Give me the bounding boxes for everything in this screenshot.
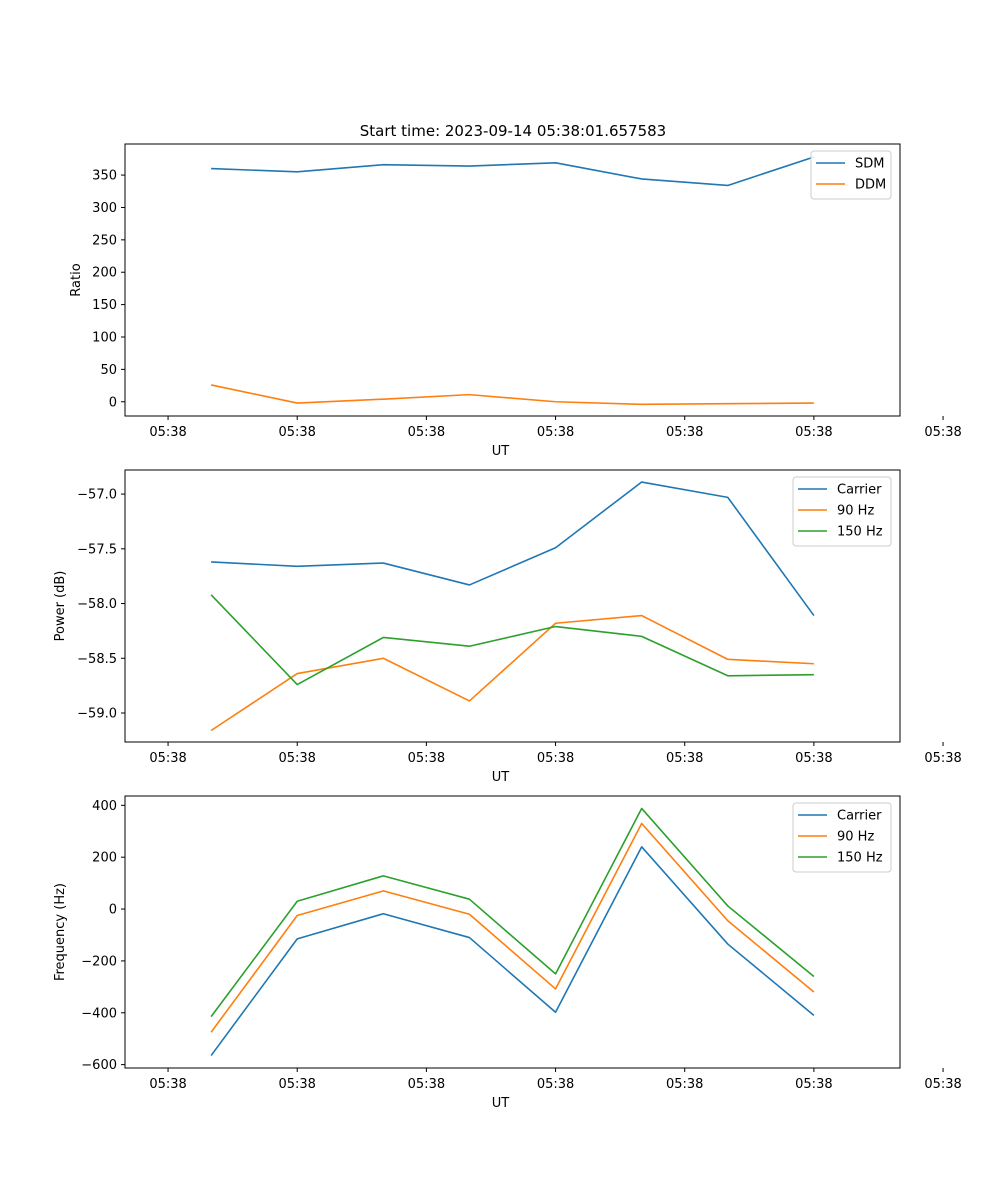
power-x-tick-label: 05:38 <box>666 751 703 766</box>
ratio-y-tick-label: 300 <box>92 201 117 216</box>
ratio-x-tick-label: 05:38 <box>278 425 315 440</box>
ratio-y-tick-label: 0 <box>109 395 117 410</box>
power-y-tick-label: −57.5 <box>77 542 117 557</box>
ratio-x-tick-label: 05:38 <box>149 425 186 440</box>
frequency-y-tick-label: 200 <box>92 851 117 866</box>
power-y-tick-label: −57.0 <box>77 488 117 503</box>
frequency-x-tick-label: 05:38 <box>408 1077 445 1092</box>
frequency-x-tick-label: 05:38 <box>278 1077 315 1092</box>
ratio-legend-label: SDM <box>855 157 884 172</box>
ratio-series-ddm-line <box>210 384 814 406</box>
power-legend: Carrier 90 Hz 150 Hz <box>792 476 892 547</box>
frequency-x-tick-label: 05:38 <box>537 1077 574 1092</box>
frequency-legend: Carrier 90 Hz 150 Hz <box>792 802 892 873</box>
power-x-axis-label: UT <box>492 770 510 785</box>
power-series-90-hz-line <box>210 614 814 732</box>
ratio-panel: 05:38 05:38 05:38 05:38 05:38 05:38 05:38 0 50 10… <box>69 143 962 459</box>
ratio-axes-frame <box>124 143 901 417</box>
frequency-x-tick-label: 05:38 <box>924 1077 961 1092</box>
frequency-series-carrier-line <box>210 846 815 1057</box>
power-panel: 05:38 05:38 05:38 05:38 05:38 05:38 05:38 −59.0… <box>53 469 962 785</box>
power-x-tick-label: 05:38 <box>149 751 186 766</box>
frequency-x-axis-label: UT <box>492 1096 510 1111</box>
frequency-x-tick-label: 05:38 <box>666 1077 703 1092</box>
ratio-y-tick-label: 50 <box>100 363 117 378</box>
power-x-tick-label: 05:38 <box>278 751 315 766</box>
ratio-x-tick-label: 05:38 <box>408 425 445 440</box>
frequency-series-90-hz-line <box>210 822 815 1033</box>
figure-title: Start time: 2023-09-14 05:38:01.657583 <box>360 122 666 140</box>
power-legend-box <box>792 476 892 547</box>
power-y-tick-label: −58.0 <box>77 597 117 612</box>
ratio-y-tick-label: 200 <box>92 266 117 281</box>
ratio-y-tick-label: 350 <box>92 169 117 184</box>
frequency-y-tick-label: −200 <box>81 954 117 969</box>
ratio-x-tick-label: 05:38 <box>537 425 574 440</box>
power-x-tick-label: 05:38 <box>924 751 961 766</box>
power-x-tick-label: 05:38 <box>795 751 832 766</box>
ratio-x-tick-label: 05:38 <box>795 425 832 440</box>
frequency-x-tick-label: 05:38 <box>795 1077 832 1092</box>
frequency-x-tick-label: 05:38 <box>149 1077 186 1092</box>
ratio-y-tick-label: 100 <box>92 330 117 345</box>
frequency-legend-box <box>792 802 892 873</box>
power-y-tick-label: −59.0 <box>77 706 117 721</box>
ratio-y-tick-label: 250 <box>92 233 117 248</box>
power-legend-label: 90 Hz <box>837 504 874 519</box>
power-series-150-hz-line <box>210 594 814 686</box>
frequency-legend-label: Carrier <box>837 809 882 824</box>
power-series-carrier-line <box>211 481 815 617</box>
ratio-y-axis-label: Ratio <box>69 263 84 296</box>
power-y-axis-label: Power (dB) <box>53 571 68 642</box>
ratio-legend-label: DDM <box>855 178 886 193</box>
frequency-legend-label: 90 Hz <box>837 830 874 845</box>
ratio-series-sdm-line <box>211 156 815 187</box>
frequency-legend-label: 150 Hz <box>837 851 883 866</box>
ratio-y-tick-label: 150 <box>92 298 117 313</box>
frequency-panel: 05:38 05:38 05:38 05:38 05:38 05:38 05:38 −600 −… <box>53 795 962 1111</box>
frequency-y-tick-label: 0 <box>109 903 117 918</box>
frequency-y-tick-label: −400 <box>81 1006 117 1021</box>
power-legend-label: Carrier <box>837 483 882 498</box>
frequency-y-tick-label: −600 <box>81 1058 117 1073</box>
frequency-y-axis-label: Frequency (Hz) <box>53 883 68 981</box>
power-legend-label: 150 Hz <box>837 525 883 540</box>
power-axes-frame <box>124 469 901 743</box>
power-x-tick-label: 05:38 <box>537 751 574 766</box>
frequency-axes-frame <box>124 795 901 1069</box>
ratio-x-tick-label: 05:38 <box>924 425 961 440</box>
frequency-y-tick-label: 400 <box>92 799 117 814</box>
frequency-series-150-hz-line <box>210 807 815 1018</box>
power-x-tick-label: 05:38 <box>408 751 445 766</box>
ratio-x-axis-label: UT <box>492 444 510 459</box>
ratio-legend: SDM DDM <box>810 150 892 200</box>
power-y-tick-label: −58.5 <box>77 652 117 667</box>
ratio-x-tick-label: 05:38 <box>666 425 703 440</box>
